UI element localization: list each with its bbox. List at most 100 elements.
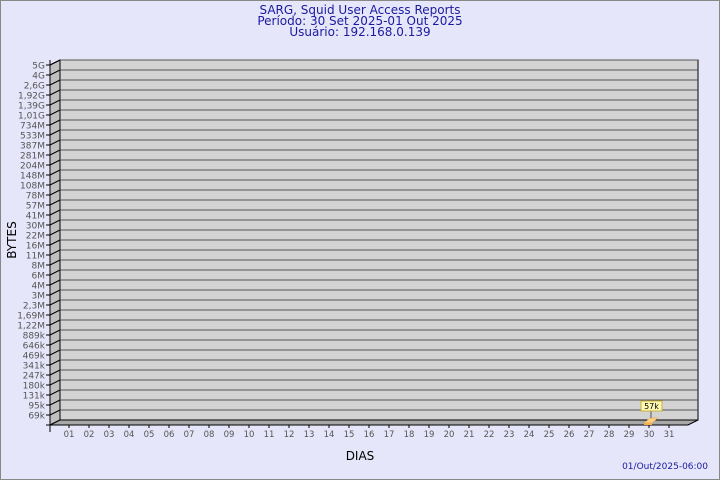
y-tick-diag xyxy=(49,119,61,126)
y-tick-diag xyxy=(49,369,61,376)
y-tick-label: 387M xyxy=(20,142,45,152)
footer-timestamp: 01/Out/2025-06:00 xyxy=(622,462,708,472)
x-axis-title: DIAS xyxy=(346,449,375,463)
y-tick-label: 1,39G xyxy=(18,102,45,112)
y-tick-diag xyxy=(49,299,61,306)
x-tick-label: 01 xyxy=(64,430,75,440)
y-tick-label: 180k xyxy=(23,382,46,392)
x-tick-label: 05 xyxy=(144,430,155,440)
y-tick-label: 6M xyxy=(32,272,46,282)
x-tick-label: 31 xyxy=(664,430,675,440)
y-tick-diag xyxy=(49,359,61,366)
x-tick-label: 29 xyxy=(624,430,635,440)
y-tick-label: 131k xyxy=(23,392,46,402)
y-tick-label: 1,69M xyxy=(17,312,45,322)
x-tick-label: 19 xyxy=(424,430,435,440)
y-tick-label: 108M xyxy=(20,182,45,192)
y-tick-label: 247k xyxy=(23,372,46,382)
y-tick-label: 533M xyxy=(20,132,45,142)
y-tick-diag xyxy=(49,69,61,76)
y-tick-diag xyxy=(49,249,61,256)
x-tick-label: 28 xyxy=(604,430,615,440)
y-tick-diag xyxy=(49,129,61,136)
x-tick-label: 15 xyxy=(344,430,355,440)
x-tick-label: 13 xyxy=(304,430,315,440)
bar-label-box xyxy=(640,400,663,412)
y-tick-label: 11M xyxy=(26,252,45,262)
y-tick-diag xyxy=(49,379,61,386)
chart-subtitle-period: Período: 30 Set 2025-01 Out 2025 xyxy=(257,14,463,28)
x-tick-label: 24 xyxy=(524,430,535,440)
y-tick-diag xyxy=(49,149,61,156)
y-tick-diag xyxy=(49,89,61,96)
y-tick-diag xyxy=(49,279,61,286)
x-tick-label: 21 xyxy=(464,430,475,440)
x-tick-label: 10 xyxy=(244,430,255,440)
y-tick-diag xyxy=(49,259,61,266)
y-tick-label: 22M xyxy=(26,232,45,242)
y-tick-diag xyxy=(49,99,61,106)
y-tick-diag xyxy=(49,189,61,196)
y-tick-diag xyxy=(49,399,61,406)
y-tick-diag xyxy=(49,209,61,216)
floor xyxy=(49,419,699,426)
bar-front xyxy=(644,423,652,425)
x-tick-label: 06 xyxy=(164,430,175,440)
y-tick-diag xyxy=(49,389,61,396)
x-tick-label: 20 xyxy=(444,430,455,440)
x-tick-label: 14 xyxy=(324,430,335,440)
x-tick-label: 23 xyxy=(504,430,515,440)
x-tick-label: 07 xyxy=(184,430,195,440)
y-axis-title: BYTES xyxy=(5,221,19,258)
y-tick-label: 69k xyxy=(28,412,45,422)
y-tick-label: 16M xyxy=(26,242,45,252)
y-tick-label: 889k xyxy=(23,332,46,342)
y-tick-label: 646k xyxy=(23,342,46,352)
y-tick-label: 2,3M xyxy=(23,302,45,312)
y-tick-diag xyxy=(49,179,61,186)
y-tick-label: 734M xyxy=(20,122,45,132)
y-tick-diag xyxy=(49,229,61,236)
y-tick-label: 30M xyxy=(26,222,45,232)
y-tick-label: 41M xyxy=(26,212,45,222)
x-tick-label: 30 xyxy=(644,430,655,440)
chart-subtitle-user: Usuário: 192.168.0.139 xyxy=(289,25,431,39)
x-tick-label: 17 xyxy=(384,430,395,440)
x-tick-label: 12 xyxy=(284,430,295,440)
y-tick-label: 469k xyxy=(23,352,46,362)
y-tick-diag xyxy=(49,309,61,316)
x-tick-label: 26 xyxy=(564,430,575,440)
y-tick-label: 8M xyxy=(32,262,46,272)
x-tick-label: 25 xyxy=(544,430,555,440)
y-tick-diag xyxy=(49,79,61,86)
y-tick-label: 4M xyxy=(32,282,46,292)
y-tick-label: 148M xyxy=(20,172,45,182)
y-tick-label: 1,22M xyxy=(17,322,45,332)
y-tick-label: 1,01G xyxy=(18,112,45,122)
y-tick-label: 204M xyxy=(20,162,45,172)
y-tick-diag xyxy=(49,139,61,146)
y-tick-label: 57M xyxy=(26,202,45,212)
x-tick-label: 18 xyxy=(404,430,415,440)
y-tick-label: 2,6G xyxy=(24,82,45,92)
x-tick-label: 02 xyxy=(84,430,95,440)
x-tick-label: 08 xyxy=(204,430,215,440)
x-tick-label: 09 xyxy=(224,430,235,440)
x-tick-label: 27 xyxy=(584,430,595,440)
x-tick-label: 11 xyxy=(264,430,275,440)
y-tick-label: 78M xyxy=(26,192,45,202)
x-tick-label: 16 xyxy=(364,430,375,440)
y-tick-label: 95k xyxy=(28,402,45,412)
bar-value-label: 57k xyxy=(644,402,659,411)
y-tick-diag xyxy=(49,349,61,356)
x-tick-label: 03 xyxy=(104,430,115,440)
y-tick-diag xyxy=(49,199,61,206)
chart-title: SARG, Squid User Access Reports xyxy=(259,3,461,17)
x-tick-label: 22 xyxy=(484,430,495,440)
y-tick-diag xyxy=(49,319,61,326)
y-tick-diag xyxy=(49,329,61,336)
y-tick-label: 1,92G xyxy=(18,92,45,102)
y-tick-diag xyxy=(49,169,61,176)
y-tick-label: 5G xyxy=(32,62,45,72)
